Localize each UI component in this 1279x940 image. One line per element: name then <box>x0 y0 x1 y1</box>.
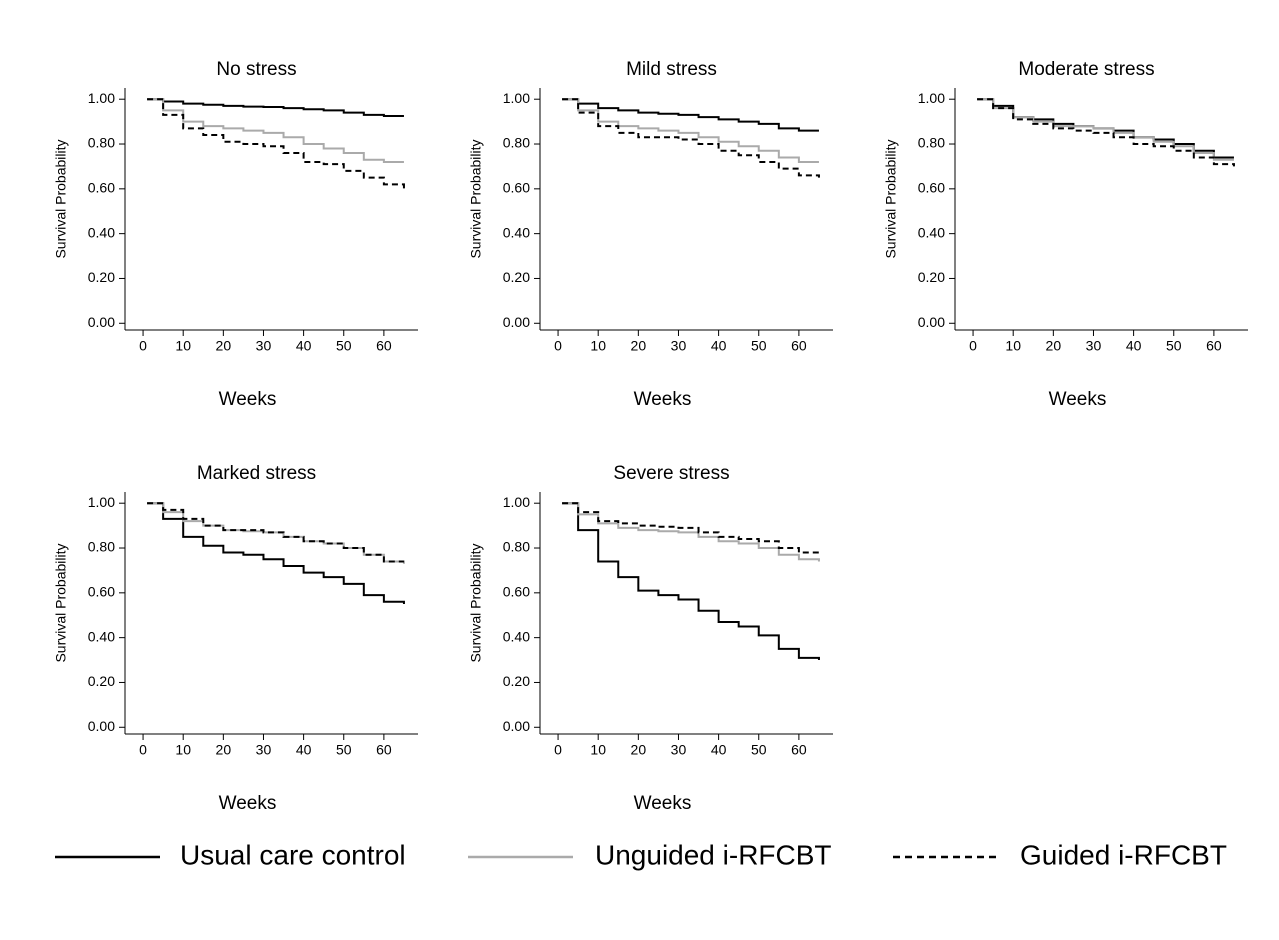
x-axis-label: Weeks <box>219 389 277 410</box>
y-tick-label: 0.40 <box>88 224 115 240</box>
x-tick-label: 40 <box>711 338 727 354</box>
chart-title: Moderate stress <box>1018 59 1154 80</box>
y-tick-label: 0.20 <box>88 269 115 285</box>
y-tick-label: 0.20 <box>918 269 945 285</box>
survival-line <box>562 98 820 178</box>
chart-title: Mild stress <box>626 59 717 80</box>
survival-line <box>147 98 405 189</box>
y-tick-label: 0.80 <box>503 135 530 151</box>
x-tick-label: 20 <box>1046 338 1062 354</box>
x-tick-label: 0 <box>139 742 147 758</box>
y-tick-label: 1.00 <box>918 90 945 106</box>
x-tick-label: 30 <box>1086 338 1102 354</box>
x-tick-label: 10 <box>1005 338 1021 354</box>
y-tick-label: 0.60 <box>503 180 530 196</box>
x-tick-label: 50 <box>336 742 352 758</box>
x-tick-label: 50 <box>1166 338 1182 354</box>
y-axis-label: Survival Probability <box>53 543 69 662</box>
legend-label: Usual care control <box>180 839 406 870</box>
x-tick-label: 0 <box>139 338 147 354</box>
y-tick-label: 0.20 <box>88 673 115 689</box>
x-axis-label: Weeks <box>219 793 277 814</box>
survival-line <box>562 502 820 555</box>
survival-line <box>562 502 820 661</box>
x-tick-label: 30 <box>256 742 272 758</box>
survival-line <box>147 502 404 563</box>
survival-line <box>977 98 1235 167</box>
y-tick-label: 0.40 <box>88 628 115 644</box>
survival-line <box>562 98 819 163</box>
y-axis-label: Survival Probability <box>468 139 484 258</box>
legend-label: Unguided i-RFCBT <box>595 839 832 870</box>
y-tick-label: 1.00 <box>503 494 530 510</box>
y-tick-label: 0.00 <box>918 314 945 330</box>
y-tick-label: 0.80 <box>918 135 945 151</box>
y-tick-label: 0.60 <box>88 180 115 196</box>
y-tick-label: 0.60 <box>88 584 115 600</box>
y-tick-label: 0.00 <box>88 718 115 734</box>
y-tick-label: 0.60 <box>503 584 530 600</box>
x-axis-label: Weeks <box>634 793 692 814</box>
x-tick-label: 30 <box>671 742 687 758</box>
x-tick-label: 10 <box>175 338 191 354</box>
x-tick-label: 60 <box>376 338 392 354</box>
survival-line <box>147 98 404 163</box>
y-tick-label: 0.20 <box>503 673 530 689</box>
x-tick-label: 20 <box>216 742 232 758</box>
x-tick-label: 20 <box>216 338 232 354</box>
y-tick-label: 1.00 <box>88 494 115 510</box>
x-tick-label: 10 <box>590 338 606 354</box>
x-tick-label: 40 <box>1126 338 1142 354</box>
x-tick-label: 40 <box>711 742 727 758</box>
y-tick-label: 0.40 <box>918 224 945 240</box>
y-tick-label: 0.40 <box>503 628 530 644</box>
y-tick-label: 0.40 <box>503 224 530 240</box>
x-tick-label: 0 <box>554 338 562 354</box>
y-tick-label: 0.60 <box>918 180 945 196</box>
chart-title: Marked stress <box>197 463 316 484</box>
chart-title: No stress <box>216 59 296 80</box>
y-tick-label: 0.80 <box>503 539 530 555</box>
x-tick-label: 50 <box>751 742 767 758</box>
x-tick-label: 0 <box>554 742 562 758</box>
y-axis-label: Survival Probability <box>883 139 899 258</box>
x-axis-label: Weeks <box>1049 389 1107 410</box>
x-tick-label: 60 <box>376 742 392 758</box>
y-tick-label: 1.00 <box>88 90 115 106</box>
x-tick-label: 30 <box>256 338 272 354</box>
y-axis-label: Survival Probability <box>468 543 484 662</box>
x-tick-label: 40 <box>296 338 312 354</box>
x-tick-label: 0 <box>969 338 977 354</box>
y-tick-label: 0.80 <box>88 539 115 555</box>
survival-line <box>147 98 404 118</box>
legend-label: Guided i-RFCBT <box>1020 839 1227 870</box>
y-axis-label: Survival Probability <box>53 139 69 258</box>
chart-title: Severe stress <box>613 463 729 484</box>
x-tick-label: 50 <box>751 338 767 354</box>
x-tick-label: 10 <box>175 742 191 758</box>
survival-line <box>562 98 819 132</box>
y-tick-label: 0.20 <box>503 269 530 285</box>
survival-line <box>562 502 820 562</box>
x-tick-label: 60 <box>791 742 807 758</box>
y-tick-label: 0.00 <box>503 314 530 330</box>
x-tick-label: 30 <box>671 338 687 354</box>
x-tick-label: 10 <box>590 742 606 758</box>
y-tick-label: 0.00 <box>503 718 530 734</box>
y-tick-label: 1.00 <box>503 90 530 106</box>
x-tick-label: 40 <box>296 742 312 758</box>
x-tick-label: 60 <box>791 338 807 354</box>
survival-line <box>147 502 405 605</box>
survival-line <box>147 502 405 564</box>
x-tick-label: 20 <box>631 338 647 354</box>
y-tick-label: 0.00 <box>88 314 115 330</box>
x-tick-label: 60 <box>1206 338 1222 354</box>
x-axis-label: Weeks <box>634 389 692 410</box>
x-tick-label: 20 <box>631 742 647 758</box>
y-tick-label: 0.80 <box>88 135 115 151</box>
x-tick-label: 50 <box>336 338 352 354</box>
